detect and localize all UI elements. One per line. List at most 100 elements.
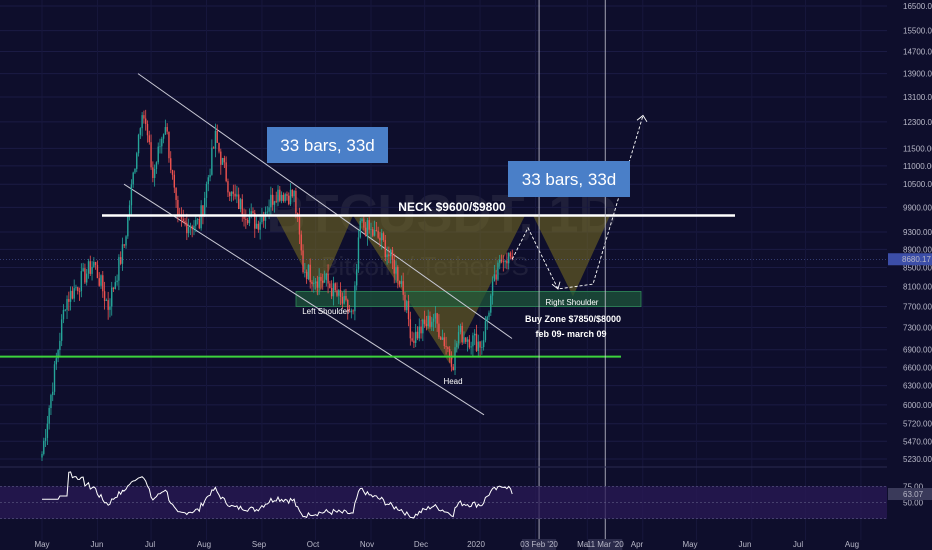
candle-body [114,282,117,289]
candle-body [246,219,249,224]
candle-body [465,337,467,342]
price-tick-label: 9300.00 [903,228,932,237]
bars-box-left[interactable] [267,127,388,163]
candle-body [123,244,125,246]
candle-body [440,337,442,340]
candle-body [318,276,320,288]
candle-body [259,222,261,230]
buy-zone-label: Buy Zone $7850/$8000 [525,314,621,324]
candle-body [339,290,342,297]
candle-body [341,296,344,304]
candle-body [80,271,83,292]
projection-arrowhead [551,281,561,290]
candle-body [457,331,460,344]
candle-body [130,184,133,206]
current-price-tag [888,253,932,266]
candle-body [289,189,292,205]
candle-body [447,347,449,350]
candle-body [293,190,295,197]
candle-body [475,333,478,351]
candle-body [75,287,77,289]
candle-body [257,223,260,230]
candle-body [230,191,233,197]
candle-body [204,197,206,215]
price-tick-label: 6300.00 [903,382,932,391]
price-tick-label: 6000.00 [903,401,932,410]
candle-body [434,313,437,319]
candle-body [472,335,474,347]
price-axis[interactable]: 5230.00 5470.00 5720.00 6000.00 6300.00 6600.… [887,0,932,550]
candle-body [55,358,58,365]
candle-body [322,280,324,283]
candle-body [270,194,272,208]
candle-body [413,340,415,343]
candle-body [153,169,156,178]
time-axis[interactable]: MayJunJulAugSepOctNovDec2020FebMarAprMay… [0,539,887,550]
time-tick-label: Apr [631,540,644,549]
candle-body [225,162,227,182]
bars-box-right[interactable] [508,161,630,197]
candle-body [418,326,420,339]
candle-body [495,274,497,280]
right-shoulder-triangle [533,215,610,297]
candle-body [282,194,285,202]
candle-body [336,290,338,296]
time-tick-label: 2020 [467,540,485,549]
candle-body [198,219,201,229]
candle-body [338,290,340,296]
candle-body [100,275,102,286]
price-tick-label: 9900.00 [903,203,932,212]
candle-body [323,280,326,283]
rsi-band [0,486,887,519]
candle-body [187,227,190,234]
candle-body [175,187,177,200]
candle-body [145,118,147,124]
candle-body [159,146,161,148]
candle-body [393,259,395,274]
candle-body [71,290,74,299]
candle-body [78,290,81,292]
candle-body [386,254,388,258]
candle-body [245,218,247,220]
price-tick-label: 8100.00 [903,283,932,292]
candle-body [302,250,304,273]
candle-body [291,189,294,197]
candle-body [382,233,385,241]
candle-body [66,299,68,310]
candle-body [157,146,159,163]
current-price-label: 8680.17 [902,255,931,264]
candle-body [452,366,454,371]
candle-body [307,264,310,280]
candle-body [316,281,319,288]
candle-body [184,220,186,223]
candle-body [205,183,208,198]
candle-body [236,194,238,197]
candle-body [41,453,43,458]
candle-body [141,115,143,129]
candle-body [134,168,136,173]
price-tick-label: 7300.00 [903,324,932,333]
candle-body [499,259,501,263]
candle-body [91,266,93,274]
candle-body [266,211,268,213]
price-tick-label: 11500.00 [903,144,932,153]
candle-body [491,281,494,296]
candle-body [488,312,490,317]
candle-body [484,321,487,341]
candle-body [86,273,88,283]
date-highlight-tag [522,539,557,550]
candle-body [497,262,499,280]
candle-body [461,326,463,343]
candle-body [48,408,50,424]
candle-body [456,343,458,348]
date-range-lines [538,0,606,540]
candle-body [52,391,54,396]
candle-body [53,364,56,392]
candle-body [171,170,174,175]
candle-body [409,319,412,339]
candle-body [263,215,265,221]
candle-body [177,199,179,216]
candle-body [314,281,317,284]
candle-body [391,249,394,260]
